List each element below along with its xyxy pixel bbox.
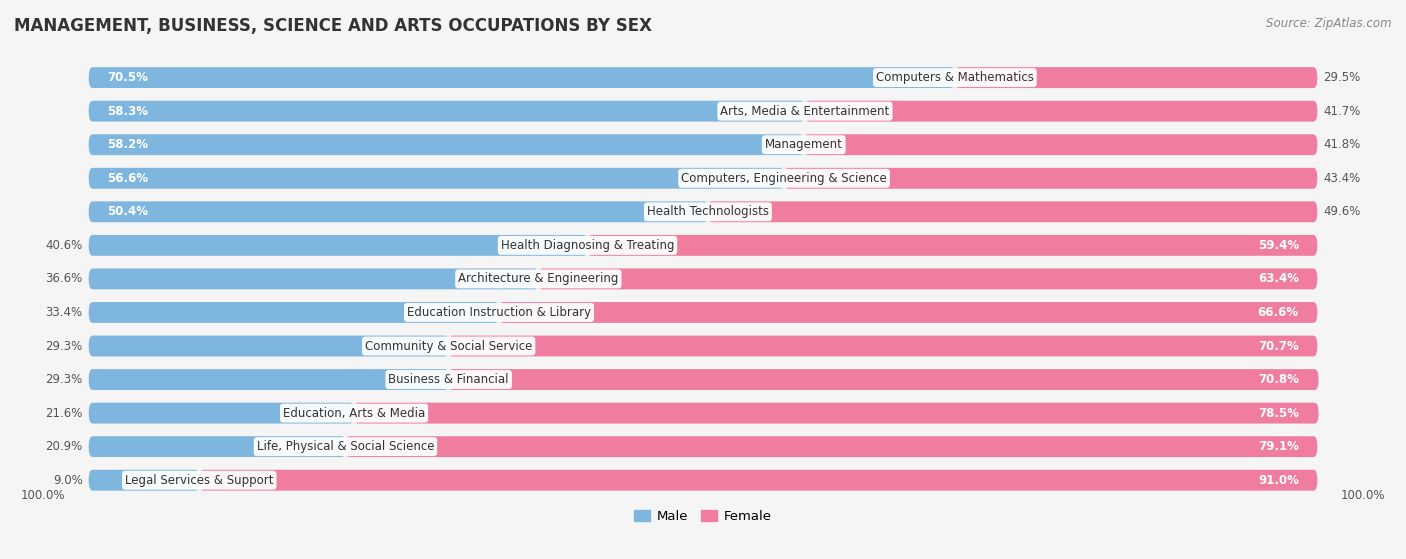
Text: MANAGEMENT, BUSINESS, SCIENCE AND ARTS OCCUPATIONS BY SEX: MANAGEMENT, BUSINESS, SCIENCE AND ARTS O… <box>14 17 652 35</box>
FancyBboxPatch shape <box>89 101 806 121</box>
FancyBboxPatch shape <box>707 201 1317 222</box>
Text: Community & Social Service: Community & Social Service <box>366 339 533 353</box>
Text: 66.6%: 66.6% <box>1258 306 1299 319</box>
Text: Education Instruction & Library: Education Instruction & Library <box>406 306 591 319</box>
Text: 49.6%: 49.6% <box>1323 205 1361 219</box>
Text: 9.0%: 9.0% <box>53 473 83 487</box>
Text: 43.4%: 43.4% <box>1323 172 1361 185</box>
FancyBboxPatch shape <box>89 268 538 290</box>
Text: 21.6%: 21.6% <box>45 406 83 420</box>
Text: 70.8%: 70.8% <box>1258 373 1299 386</box>
Text: 50.4%: 50.4% <box>107 205 148 219</box>
FancyBboxPatch shape <box>89 101 1317 121</box>
Legend: Male, Female: Male, Female <box>628 505 778 529</box>
Text: Source: ZipAtlas.com: Source: ZipAtlas.com <box>1267 17 1392 30</box>
FancyBboxPatch shape <box>89 168 785 189</box>
FancyBboxPatch shape <box>588 235 1317 256</box>
FancyBboxPatch shape <box>89 402 354 424</box>
Text: Business & Financial: Business & Financial <box>388 373 509 386</box>
FancyBboxPatch shape <box>200 470 1317 491</box>
FancyBboxPatch shape <box>806 101 1317 121</box>
Text: 100.0%: 100.0% <box>21 489 66 502</box>
Text: Computers, Engineering & Science: Computers, Engineering & Science <box>682 172 887 185</box>
FancyBboxPatch shape <box>89 201 707 222</box>
FancyBboxPatch shape <box>89 201 1317 222</box>
FancyBboxPatch shape <box>499 302 1317 323</box>
FancyBboxPatch shape <box>89 67 1317 88</box>
Text: 41.7%: 41.7% <box>1323 105 1361 117</box>
Text: 40.6%: 40.6% <box>45 239 83 252</box>
FancyBboxPatch shape <box>89 335 449 357</box>
Text: 33.4%: 33.4% <box>45 306 83 319</box>
FancyBboxPatch shape <box>89 436 1317 457</box>
Text: Legal Services & Support: Legal Services & Support <box>125 473 274 487</box>
Text: Health Technologists: Health Technologists <box>647 205 769 219</box>
Text: 78.5%: 78.5% <box>1258 406 1299 420</box>
Text: 63.4%: 63.4% <box>1258 272 1299 286</box>
Text: 70.7%: 70.7% <box>1258 339 1299 353</box>
FancyBboxPatch shape <box>89 134 1317 155</box>
Text: Computers & Mathematics: Computers & Mathematics <box>876 71 1033 84</box>
Text: 91.0%: 91.0% <box>1258 473 1299 487</box>
FancyBboxPatch shape <box>785 168 1317 189</box>
FancyBboxPatch shape <box>89 402 1317 424</box>
FancyBboxPatch shape <box>89 67 955 88</box>
Text: 41.8%: 41.8% <box>1323 138 1361 151</box>
Text: 100.0%: 100.0% <box>1340 489 1385 502</box>
FancyBboxPatch shape <box>354 402 1319 424</box>
Text: 20.9%: 20.9% <box>45 440 83 453</box>
FancyBboxPatch shape <box>89 470 1317 491</box>
FancyBboxPatch shape <box>89 436 346 457</box>
FancyBboxPatch shape <box>89 268 1317 290</box>
Text: 29.3%: 29.3% <box>45 339 83 353</box>
Text: Education, Arts & Media: Education, Arts & Media <box>283 406 425 420</box>
FancyBboxPatch shape <box>89 168 1317 189</box>
Text: 59.4%: 59.4% <box>1258 239 1299 252</box>
FancyBboxPatch shape <box>89 369 449 390</box>
Text: 58.2%: 58.2% <box>107 138 148 151</box>
FancyBboxPatch shape <box>89 235 588 256</box>
FancyBboxPatch shape <box>89 369 1317 390</box>
FancyBboxPatch shape <box>89 235 1317 256</box>
FancyBboxPatch shape <box>89 302 499 323</box>
Text: 70.5%: 70.5% <box>107 71 148 84</box>
FancyBboxPatch shape <box>449 369 1319 390</box>
Text: 79.1%: 79.1% <box>1258 440 1299 453</box>
Text: Life, Physical & Social Science: Life, Physical & Social Science <box>257 440 434 453</box>
FancyBboxPatch shape <box>538 268 1317 290</box>
FancyBboxPatch shape <box>804 134 1317 155</box>
FancyBboxPatch shape <box>89 470 200 491</box>
Text: Health Diagnosing & Treating: Health Diagnosing & Treating <box>501 239 675 252</box>
FancyBboxPatch shape <box>346 436 1317 457</box>
Text: Architecture & Engineering: Architecture & Engineering <box>458 272 619 286</box>
FancyBboxPatch shape <box>89 302 1317 323</box>
FancyBboxPatch shape <box>89 335 1317 357</box>
Text: Management: Management <box>765 138 842 151</box>
Text: Arts, Media & Entertainment: Arts, Media & Entertainment <box>720 105 890 117</box>
Text: 29.3%: 29.3% <box>45 373 83 386</box>
Text: 56.6%: 56.6% <box>107 172 148 185</box>
FancyBboxPatch shape <box>449 335 1317 357</box>
FancyBboxPatch shape <box>89 134 804 155</box>
Text: 36.6%: 36.6% <box>45 272 83 286</box>
FancyBboxPatch shape <box>955 67 1317 88</box>
Text: 29.5%: 29.5% <box>1323 71 1361 84</box>
Text: 58.3%: 58.3% <box>107 105 148 117</box>
